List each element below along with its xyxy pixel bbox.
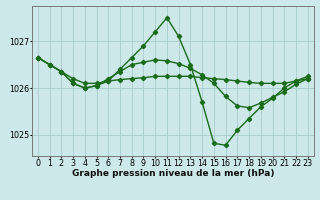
X-axis label: Graphe pression niveau de la mer (hPa): Graphe pression niveau de la mer (hPa) bbox=[72, 169, 274, 178]
